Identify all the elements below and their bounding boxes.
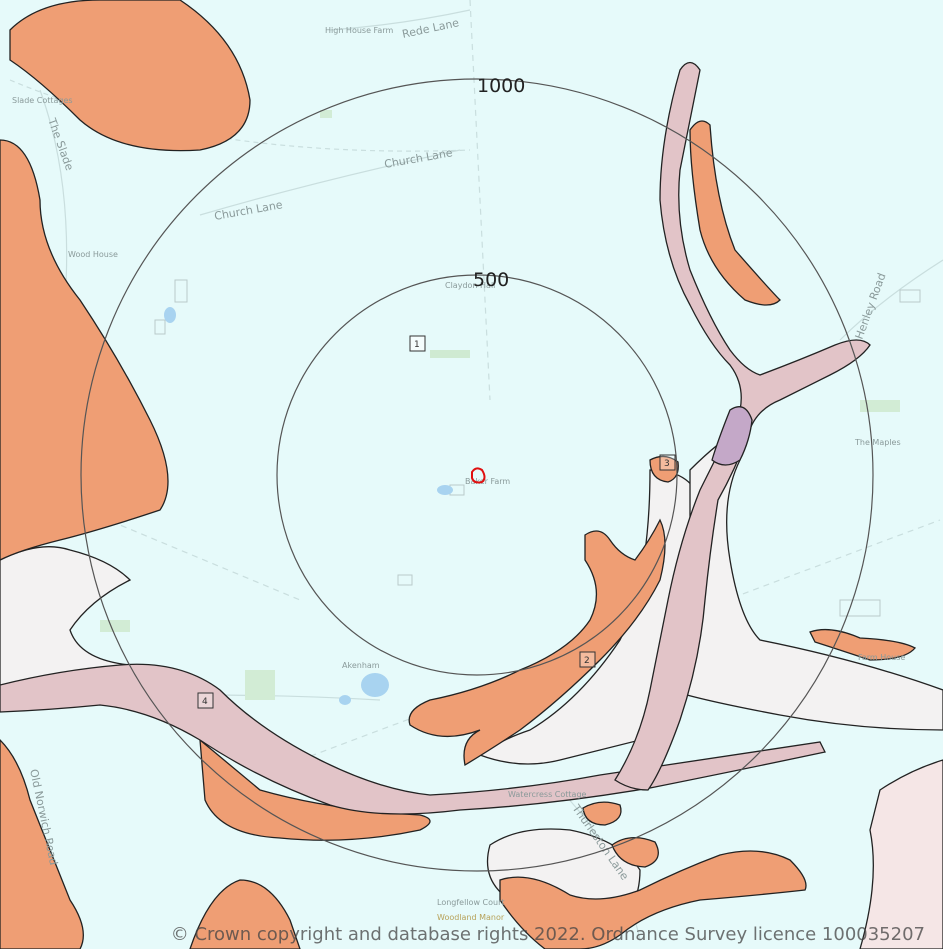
ring-label-1000: 1000 [477,75,525,97]
ring-label-500: 500 [473,269,509,291]
road-label-church-lane-1: Church Lane [383,146,453,171]
place-label-site-farm: Baker Farm [465,477,510,486]
place-label-wood-house: Wood House [68,250,118,259]
place-label-watercress: Watercress Cottage [508,790,587,799]
place-label-woodland-manor: Woodland Manor [437,913,505,922]
place-label-longfellow: Longfellow Court [437,898,505,907]
feature-marker-2[interactable]: 2 [579,651,596,668]
road-label-rede-lane: Rede Lane [401,16,460,41]
ring-1000 [80,78,874,872]
base-map-patches [100,110,921,700]
pink-deposits [0,61,871,815]
place-label-farm-house: Farm House [858,653,905,662]
feature-marker-4[interactable]: 4 [197,692,214,709]
place-label-the-maples: The Maples [854,438,901,447]
site-boundary[interactable] [471,467,486,484]
feature-marker-3[interactable]: 3 [659,454,676,471]
place-label-high-house-farm: High House Farm [325,26,393,35]
pale-pink-deposit [859,759,943,949]
svg-text:1: 1 [414,340,420,350]
place-labels: High House Farm Slade Cottages Wood Hous… [12,26,905,922]
ring-500 [276,274,678,676]
road-label-the-slade: The Slade [45,116,76,173]
orange-deposits [0,0,917,949]
feature-marker-1[interactable]: 1 [409,335,426,352]
place-label-claydon: Claydon Hall [445,281,495,290]
copyright-notice: © Crown copyright and database rights 20… [170,924,925,945]
place-label-slade-cottages: Slade Cottages [12,96,73,105]
road-label-henley-road: Henley Road [853,271,889,341]
place-label-akenham: Akenham [342,661,380,670]
svg-text:3: 3 [664,459,670,469]
svg-text:2: 2 [584,656,590,666]
svg-text:4: 4 [202,697,208,707]
buffer-rings [80,78,874,872]
